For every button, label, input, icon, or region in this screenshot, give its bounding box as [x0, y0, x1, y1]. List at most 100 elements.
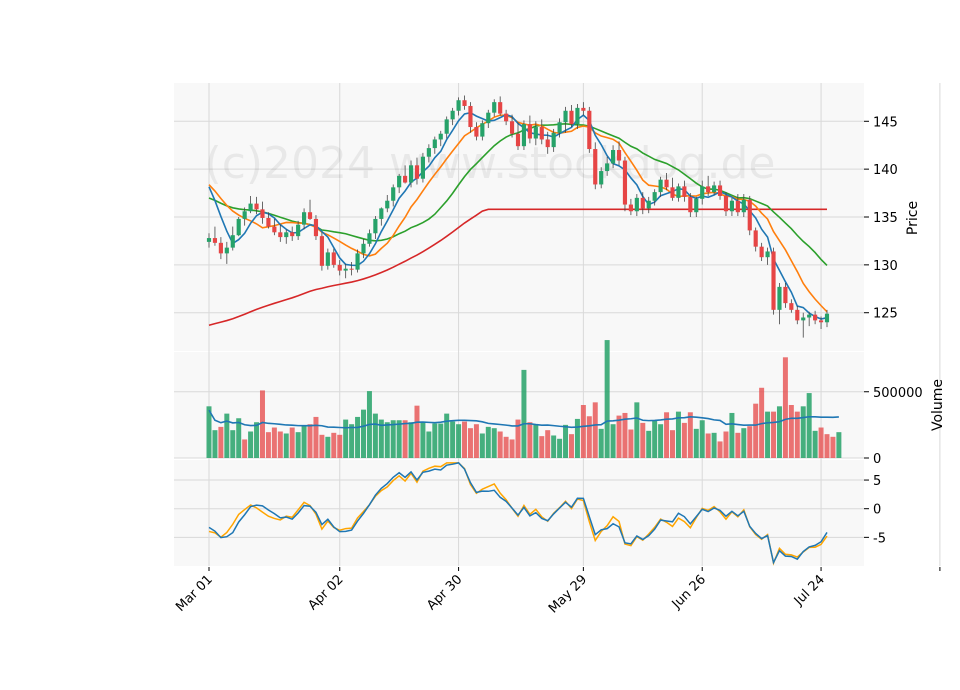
- volume-bar: [224, 413, 230, 458]
- volume-bar: [634, 402, 640, 458]
- volume-bar: [753, 403, 759, 458]
- watermark-text: (c)2024 www.stockdog.de: [205, 138, 776, 189]
- volume-bar: [824, 434, 830, 458]
- volume-bar: [325, 436, 331, 458]
- candle-body-up: [420, 156, 426, 179]
- volume-bar: [438, 423, 444, 458]
- volume-tick-label: 500000: [873, 386, 923, 401]
- volume-bar: [580, 405, 586, 458]
- volume-bar: [485, 426, 491, 458]
- candle-body-down: [504, 113, 509, 122]
- volume-bar: [533, 424, 539, 458]
- volume-bar: [800, 406, 806, 458]
- candle-body-down: [587, 110, 592, 150]
- candle-body-up: [301, 212, 307, 225]
- candle-body-down: [474, 127, 479, 137]
- volume-bar: [747, 426, 753, 458]
- candle-body-up: [438, 133, 443, 140]
- volume-bar: [699, 420, 705, 458]
- candle-body-down: [515, 133, 521, 147]
- candle-body-down: [319, 236, 324, 266]
- price-tick-label: 125: [873, 307, 898, 322]
- volume-bar: [343, 419, 349, 458]
- candle-body-down: [723, 195, 729, 212]
- candle-body-up: [712, 185, 717, 193]
- volume-bar: [776, 406, 782, 458]
- oscillator-tick-label: 0: [873, 503, 881, 518]
- candle-body-up: [391, 187, 396, 201]
- price-axis-label: Price: [905, 201, 921, 235]
- volume-bar: [681, 422, 687, 458]
- volume-bar: [568, 434, 574, 458]
- candle-body-up: [824, 313, 830, 323]
- volume-bar: [349, 424, 355, 458]
- volume-bar: [444, 413, 450, 458]
- volume-bar: [717, 441, 723, 458]
- volume-bar: [414, 405, 420, 458]
- candle-body-down: [581, 107, 586, 111]
- volume-bar: [693, 428, 699, 458]
- candle-body-up: [426, 148, 431, 157]
- candle-body-down: [498, 102, 503, 114]
- volume-bar: [521, 369, 527, 458]
- candle-body-up: [408, 165, 414, 183]
- candle-body-up: [296, 224, 301, 237]
- candle-body-up: [224, 247, 229, 254]
- volume-bar: [420, 422, 426, 458]
- volume-bar: [670, 430, 675, 458]
- volume-bar: [705, 433, 711, 458]
- candle-body-down: [682, 186, 687, 197]
- candle-body-up: [385, 200, 390, 209]
- candle-body-up: [646, 200, 651, 209]
- volume-bar: [509, 439, 515, 458]
- volume-bar: [563, 424, 569, 458]
- candle-body-up: [521, 124, 527, 147]
- volume-bar: [640, 422, 646, 458]
- candle-body-down: [664, 179, 669, 188]
- volume-bar: [384, 422, 390, 458]
- candle-body-down: [290, 232, 295, 237]
- volume-bar: [771, 411, 777, 458]
- candle-body-up: [206, 238, 212, 242]
- candle-body-down: [509, 121, 515, 134]
- candle-body-up: [777, 286, 782, 310]
- candle-body-up: [486, 112, 491, 124]
- volume-bar: [491, 428, 497, 458]
- volume-bar: [551, 435, 557, 458]
- candle-body-down: [468, 105, 473, 128]
- candle-body-up: [343, 268, 348, 271]
- candle-body-up: [379, 208, 384, 219]
- candle-body-up: [397, 175, 402, 188]
- candle-body-up: [236, 218, 241, 236]
- volume-bar: [812, 430, 818, 458]
- candle-body-down: [717, 185, 723, 196]
- volume-bar: [473, 424, 479, 458]
- candle-body-down: [349, 268, 354, 270]
- candle-body-up: [563, 110, 568, 123]
- candle-body-up: [325, 252, 330, 266]
- candle-body-down: [272, 226, 277, 233]
- volume-bar: [610, 424, 616, 458]
- candle-body-down: [753, 230, 758, 247]
- candle-body-up: [456, 100, 461, 111]
- candle-body-down: [313, 218, 319, 237]
- volume-bar: [355, 416, 361, 458]
- candle-body-down: [593, 149, 598, 185]
- candle-body-up: [765, 251, 770, 258]
- candle-body-up: [807, 314, 812, 318]
- candle-body-up: [652, 192, 657, 201]
- volume-bar: [242, 439, 248, 458]
- volume-bar: [372, 413, 378, 458]
- volume-bar: [462, 421, 468, 458]
- volume-bar: [622, 412, 628, 458]
- price-tick-label: 145: [873, 115, 898, 130]
- candle-body-down: [622, 160, 628, 205]
- volume-bar: [527, 422, 533, 458]
- candle-body-down: [218, 242, 223, 254]
- volume-bar: [765, 411, 771, 458]
- candle-body-down: [818, 320, 824, 323]
- volume-bar: [426, 431, 432, 458]
- candle-body-down: [747, 199, 752, 231]
- volume-bar: [515, 419, 521, 458]
